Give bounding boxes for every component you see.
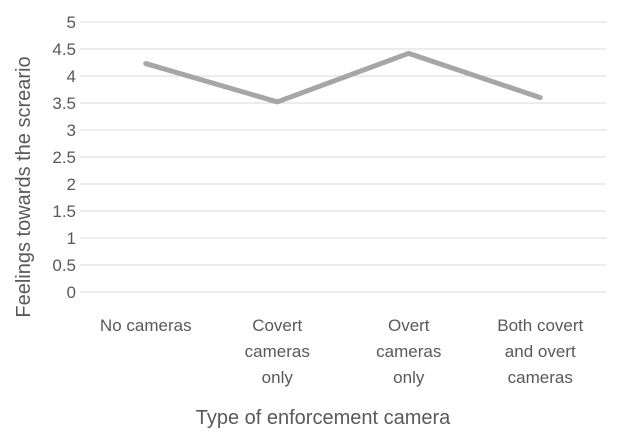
x-category-label: No cameras	[100, 316, 192, 335]
x-category-label-line: cameras	[376, 342, 441, 361]
y-tick-label: 4.5	[52, 40, 76, 59]
x-category-label-line: cameras	[508, 368, 573, 387]
x-category-label-line: cameras	[245, 342, 310, 361]
y-tick-label: 2	[67, 175, 76, 194]
y-tick-label: 2.5	[52, 148, 76, 167]
x-category-label-line: Overt	[388, 316, 430, 335]
y-tick-label: 1.5	[52, 202, 76, 221]
x-category-label: Both covert and overt cameras	[497, 316, 583, 387]
y-tick-label: 0.5	[52, 256, 76, 275]
x-category-label-line: No cameras	[100, 316, 192, 335]
y-axis-title: Feelings towards the screario	[13, 56, 35, 317]
y-tick-label: 3	[67, 121, 76, 140]
x-category-label-line: Both covert	[497, 316, 583, 335]
x-category-label: Overt cameras only	[376, 316, 441, 387]
x-category-label-line: only	[393, 368, 425, 387]
y-tick-label: 3.5	[52, 94, 76, 113]
x-axis-title: Type of enforcement camera	[196, 407, 451, 429]
y-tick-label: 4	[67, 67, 76, 86]
x-category-label: Covert cameras only	[245, 316, 310, 387]
y-tick-label: 5	[67, 13, 76, 32]
series-line	[143, 50, 543, 105]
y-tick-label: 1	[67, 229, 76, 248]
x-category-label-line: Covert	[252, 316, 302, 335]
y-tick-label: 0	[67, 283, 76, 302]
x-category-label-line: and overt	[505, 342, 576, 361]
x-category-label-line: only	[262, 368, 294, 387]
